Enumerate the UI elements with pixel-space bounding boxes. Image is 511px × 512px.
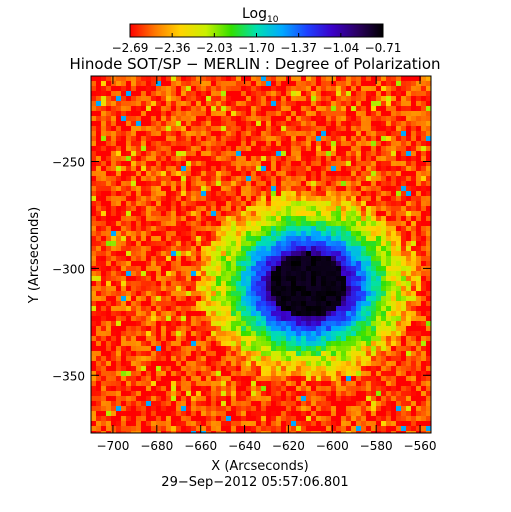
x-axis-label: X (Arcseconds): [211, 459, 308, 474]
y-tick-label: −350: [52, 369, 85, 383]
colorbar-tick-label: −1.04: [322, 41, 359, 55]
x-tick-label: −660: [184, 439, 217, 453]
y-axis: −250 −300 −350: [52, 156, 431, 383]
colorbar-label: Log10: [242, 6, 279, 25]
heatmap-image: [91, 76, 431, 433]
x-tick-label: −680: [140, 439, 173, 453]
colorbar-tick-label: −1.70: [238, 41, 275, 55]
colorbar-tick-label: −2.03: [196, 41, 233, 55]
x-tick-label: −640: [228, 439, 261, 453]
x-tick-label: −600: [316, 439, 349, 453]
colorbar-tick-label: −2.36: [154, 41, 191, 55]
colorbar-tick-label: −1.37: [280, 41, 317, 55]
x-axis: −700 −680 −660 −640 −620 −600 −580 −560: [96, 76, 437, 453]
x-tick-label: −620: [272, 439, 305, 453]
x-tick-label: −580: [360, 439, 393, 453]
y-axis-label: Y (Arcseconds): [27, 207, 42, 304]
colorbar: Log10 −2.69 −2.36 −2.03 −1.70 −1.37 −1.04 −0.7…: [112, 6, 402, 55]
colorbar-ticks: −2.69 −2.36 −2.03 −1.70 −1.37 −1.04 −0.71: [112, 33, 402, 55]
x-tick-label: −700: [96, 439, 129, 453]
chart-title: Hinode SOT/SP − MERLIN : Degree of Polar…: [69, 55, 440, 73]
y-tick-label: −250: [52, 156, 85, 170]
x-tick-label: −560: [404, 439, 437, 453]
plot-frame: [90, 75, 432, 434]
y-tick-label: −300: [52, 262, 85, 276]
timestamp: 29−Sep−2012 05:57:06.801: [161, 475, 348, 490]
colorbar-tick-label: −2.69: [112, 41, 149, 55]
colorbar-tick-label: −0.71: [365, 41, 402, 55]
